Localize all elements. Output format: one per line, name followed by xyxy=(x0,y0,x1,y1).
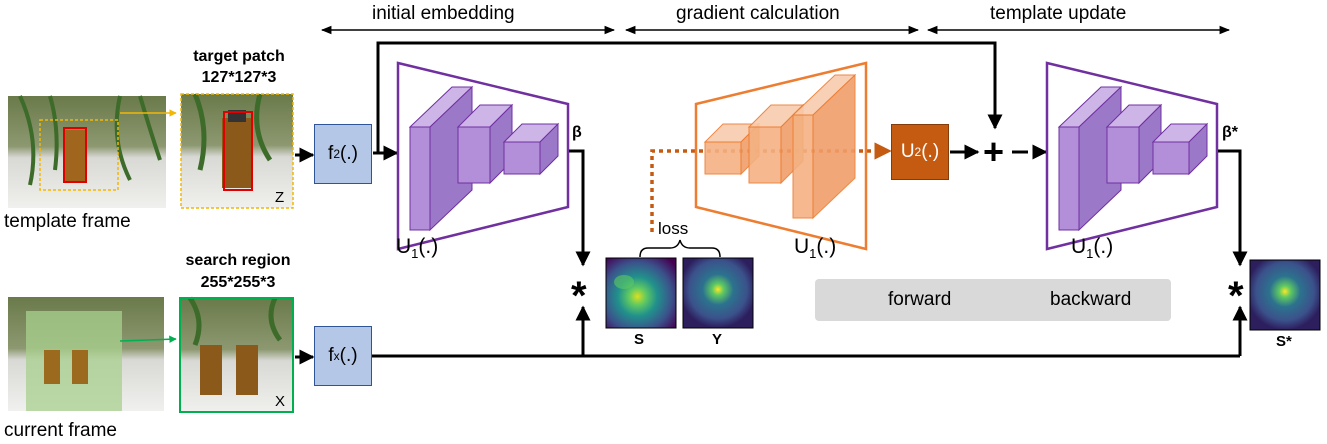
heatmap-s-star xyxy=(1249,259,1321,331)
f2-block: f 2 (.) xyxy=(314,124,372,184)
u2-main: U xyxy=(900,141,915,162)
template-frame-caption: template frame xyxy=(4,211,131,232)
search-region-photo xyxy=(179,296,294,413)
template-frame-photo xyxy=(8,95,166,208)
phase-template-update: template update xyxy=(990,3,1127,24)
heatmap-s-label: S xyxy=(634,331,645,348)
u1-label-right: U1(.) xyxy=(1071,235,1114,262)
addition-plus: + xyxy=(983,131,1005,172)
heatmap-y xyxy=(682,257,754,329)
target-patch-photo xyxy=(180,93,294,209)
u1-network-right xyxy=(1045,61,1219,251)
target-patch-variable: Z xyxy=(275,189,285,206)
u2-block: U 2 (.) xyxy=(891,124,949,180)
heatmap-s xyxy=(605,257,677,329)
heatmap-s-star-label: S* xyxy=(1276,333,1292,350)
search-region-title: search region xyxy=(185,252,291,269)
skip-connection-line xyxy=(376,41,1003,153)
loss-label: loss xyxy=(658,219,689,238)
current-to-search-arrow xyxy=(119,335,177,343)
search-region-size: 255*255*3 xyxy=(200,274,276,291)
fx-sub: x xyxy=(333,349,340,363)
f2-sub: 2 xyxy=(333,147,341,161)
target-patch-title: target patch xyxy=(193,48,285,65)
beta-to-star-arrow xyxy=(569,149,591,267)
u1-label-left: U1(.) xyxy=(396,235,439,262)
phase-gradient-calculation: gradient calculation xyxy=(676,3,840,24)
beta-star-symbol: β* xyxy=(1222,124,1238,141)
u2-args: (.) xyxy=(921,141,940,162)
backward-path xyxy=(650,142,892,232)
legend-forward-label: forward xyxy=(888,289,952,310)
beta-symbol: β xyxy=(572,124,582,141)
target-patch-size: 127*127*3 xyxy=(201,69,277,86)
f2-main: f xyxy=(328,143,334,164)
fx-block: f x (.) xyxy=(314,326,372,386)
u2-sub: 2 xyxy=(914,145,922,159)
loss-brace xyxy=(639,239,721,258)
legend-backward-label: backward xyxy=(1050,289,1132,310)
search-region-variable: X xyxy=(275,393,286,410)
correlation-star-right: * xyxy=(1228,274,1244,318)
u1-network-left xyxy=(396,61,570,251)
legend-box xyxy=(815,279,1171,321)
heatmap-y-label: Y xyxy=(712,331,723,348)
beta-star-to-star-arrow xyxy=(1218,149,1248,267)
current-frame-photo xyxy=(8,297,164,411)
u1-label-middle: U1(.) xyxy=(794,235,837,262)
fx-main: f xyxy=(328,345,334,366)
current-frame-caption: current frame xyxy=(4,420,117,441)
phase-initial-embedding: initial embedding xyxy=(372,3,515,24)
f2-args: (.) xyxy=(340,143,358,164)
u1-network-middle xyxy=(694,61,868,251)
correlation-star-left: * xyxy=(571,274,587,318)
fx-args: (.) xyxy=(339,345,358,366)
